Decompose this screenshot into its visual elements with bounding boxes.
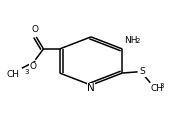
Text: O: O [32,25,39,34]
Text: 3: 3 [25,69,29,75]
Text: 3: 3 [159,83,163,89]
Text: O: O [29,62,36,71]
Text: CH: CH [7,70,20,79]
Text: 2: 2 [136,38,140,44]
Text: NH: NH [124,36,138,45]
Text: CH: CH [150,84,163,93]
Text: N: N [87,83,95,93]
Text: S: S [140,67,146,76]
